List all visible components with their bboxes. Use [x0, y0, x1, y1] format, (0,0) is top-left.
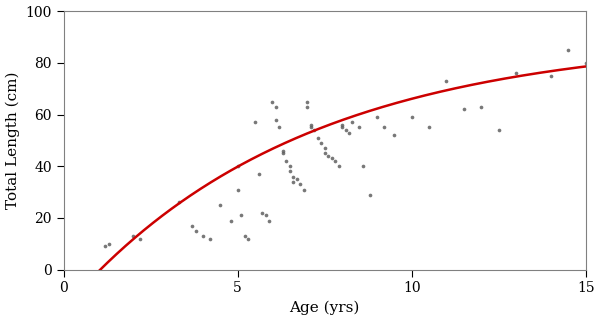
Point [494, 127, 503, 133]
Point [379, 125, 389, 130]
Point [271, 117, 281, 122]
Point [264, 218, 274, 223]
Point [546, 73, 556, 78]
Point [250, 120, 260, 125]
Point [327, 156, 337, 161]
Point [236, 213, 246, 218]
Point [268, 99, 277, 104]
Point [407, 115, 416, 120]
Point [295, 182, 305, 187]
Point [278, 148, 288, 153]
Point [316, 140, 326, 145]
Point [323, 153, 333, 159]
Point [261, 213, 271, 218]
Point [459, 107, 469, 112]
Point [292, 177, 302, 182]
Point [320, 145, 329, 151]
Point [588, 65, 598, 71]
Point [136, 236, 145, 241]
X-axis label: Age (yrs): Age (yrs) [289, 301, 360, 316]
Point [188, 223, 197, 228]
Point [285, 169, 295, 174]
Point [174, 200, 184, 205]
Point [191, 228, 201, 233]
Point [563, 47, 573, 52]
Point [205, 236, 215, 241]
Point [313, 135, 322, 140]
Point [337, 122, 347, 127]
Point [285, 164, 295, 169]
Point [299, 187, 308, 192]
Point [511, 71, 521, 76]
Point [233, 164, 242, 169]
Point [320, 151, 329, 156]
Point [104, 241, 114, 247]
Point [271, 104, 281, 109]
Point [289, 174, 298, 179]
Point [306, 122, 316, 127]
Y-axis label: Total Length (cm): Total Length (cm) [5, 72, 20, 209]
Point [310, 127, 319, 133]
Point [244, 236, 253, 241]
Point [198, 233, 208, 239]
Point [128, 233, 138, 239]
Point [240, 233, 250, 239]
Point [581, 60, 590, 65]
Point [389, 133, 399, 138]
Point [226, 218, 236, 223]
Point [101, 244, 110, 249]
Point [306, 125, 316, 130]
Point [302, 104, 312, 109]
Point [337, 125, 347, 130]
Point [275, 125, 284, 130]
Point [347, 120, 357, 125]
Point [341, 127, 350, 133]
Point [424, 125, 434, 130]
Point [344, 130, 354, 135]
Point [257, 210, 267, 215]
Point [330, 159, 340, 164]
Point [289, 179, 298, 184]
Point [215, 203, 225, 208]
Point [334, 164, 343, 169]
Point [355, 125, 364, 130]
Point [254, 171, 263, 177]
Point [372, 115, 382, 120]
Point [365, 192, 374, 197]
Point [278, 151, 288, 156]
Point [302, 99, 312, 104]
Point [281, 159, 291, 164]
Point [442, 78, 451, 83]
Point [233, 187, 242, 192]
Point [358, 164, 368, 169]
Point [476, 104, 486, 109]
